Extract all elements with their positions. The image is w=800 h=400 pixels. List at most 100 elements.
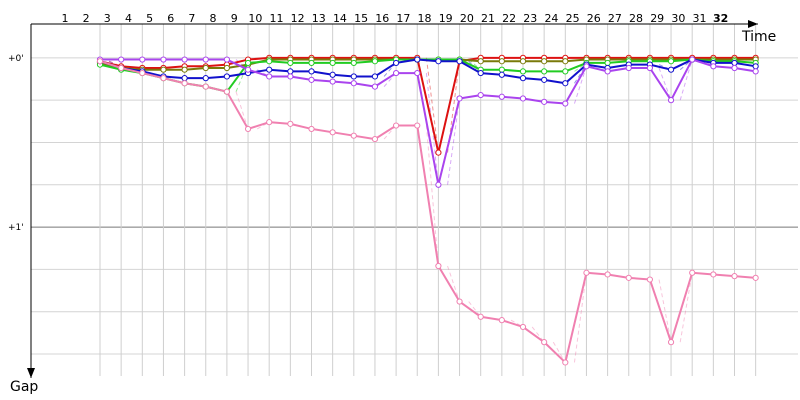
lap-label: 18 <box>418 12 432 25</box>
lap-label: 26 <box>587 12 601 25</box>
data-point <box>710 271 717 278</box>
data-point <box>646 64 654 72</box>
lap-label: 25 <box>566 12 580 25</box>
data-point <box>287 59 294 67</box>
overtake-connector <box>574 64 587 84</box>
overtake-connector <box>679 59 693 101</box>
data-point <box>414 69 421 77</box>
data-point <box>393 69 400 77</box>
series-line <box>99 60 756 364</box>
data-point <box>350 132 357 139</box>
data-point <box>541 68 548 75</box>
lap-label: 20 <box>460 12 474 25</box>
data-point <box>604 271 611 278</box>
data-point <box>181 56 188 63</box>
series-line <box>99 56 756 154</box>
overtake-connector <box>679 59 693 71</box>
overtake-connector <box>425 57 439 153</box>
data-point <box>519 58 527 65</box>
lap-label: 23 <box>523 12 537 25</box>
data-point <box>350 73 357 80</box>
data-point <box>96 58 104 65</box>
data-point <box>202 75 209 82</box>
data-point <box>414 56 421 63</box>
data-point <box>244 66 252 73</box>
data-point <box>308 59 315 67</box>
data-point <box>371 73 379 80</box>
y-axis-title: Gap <box>10 379 38 395</box>
data-point <box>287 73 294 80</box>
data-point <box>139 56 146 63</box>
data-point <box>160 56 167 63</box>
lap-label: 5 <box>146 12 153 25</box>
data-point <box>562 58 569 65</box>
lap-label: 11 <box>270 12 284 25</box>
x-axis-title: Time <box>741 29 776 45</box>
lap-label: 22 <box>502 12 516 25</box>
lap-label: 17 <box>396 12 410 25</box>
data-point <box>477 313 484 320</box>
lap-label: 19 <box>439 12 453 25</box>
data-point <box>329 129 336 136</box>
series-layer <box>96 54 759 366</box>
overtake-connector <box>256 121 270 130</box>
overtake-connector <box>552 341 566 363</box>
data-point <box>498 58 505 65</box>
data-point <box>710 63 717 70</box>
overtake-connector <box>235 62 249 92</box>
data-point <box>266 119 273 126</box>
data-point <box>731 273 738 280</box>
data-point <box>562 100 569 107</box>
lap-label: 29 <box>650 12 664 25</box>
data-point <box>562 80 569 87</box>
overtake-connector <box>510 319 524 328</box>
data-point <box>519 75 527 82</box>
data-point <box>181 80 188 87</box>
overtake-connector <box>447 265 461 302</box>
data-point <box>266 73 273 80</box>
data-point <box>393 59 400 67</box>
data-point <box>118 64 125 72</box>
lap-label: 28 <box>629 12 643 25</box>
data-point <box>435 58 442 65</box>
data-point <box>266 58 273 65</box>
data-point <box>244 59 252 67</box>
y-tick-label: +1' <box>8 223 24 233</box>
data-point <box>329 71 336 78</box>
data-point <box>689 56 696 63</box>
data-point <box>181 66 188 73</box>
lap-label: 3 <box>104 12 111 25</box>
lap-label: 8 <box>210 12 217 25</box>
data-point <box>477 91 484 99</box>
data-point <box>244 125 252 133</box>
data-point <box>583 269 590 276</box>
data-point <box>562 68 569 75</box>
data-point <box>667 58 675 65</box>
data-point <box>118 56 125 63</box>
data-point <box>752 274 759 281</box>
grid-layer <box>31 24 798 376</box>
data-point <box>456 298 463 305</box>
data-point <box>562 359 569 366</box>
data-point <box>371 58 379 65</box>
data-point <box>181 75 188 82</box>
data-point <box>541 76 548 83</box>
data-point <box>308 125 315 133</box>
data-point <box>667 339 675 346</box>
lap-label: 9 <box>231 12 238 25</box>
data-point <box>498 66 505 73</box>
data-point <box>308 76 315 83</box>
lap-label: 6 <box>167 12 174 25</box>
x-axis-arrow <box>748 20 758 28</box>
data-point <box>667 66 675 73</box>
lap-label: 12 <box>291 12 305 25</box>
data-point <box>160 66 167 73</box>
data-point <box>519 323 527 331</box>
data-point <box>329 59 336 67</box>
data-point <box>646 276 654 283</box>
data-point <box>371 83 379 90</box>
overtake-connector <box>658 67 672 101</box>
data-point <box>689 269 696 276</box>
data-point <box>498 93 505 100</box>
